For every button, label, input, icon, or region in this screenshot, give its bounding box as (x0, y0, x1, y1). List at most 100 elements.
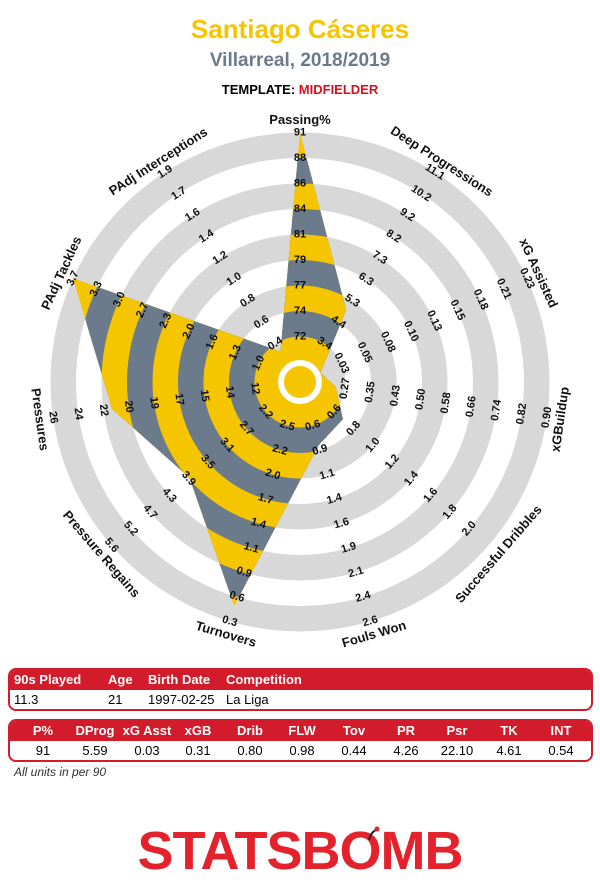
tick-label: 12 (248, 382, 262, 396)
tick-label: 2.6 (361, 613, 379, 629)
tick-label: 0.43 (388, 384, 403, 407)
info-header-competition: Competition (226, 672, 302, 687)
stats-header-tk: TK (500, 723, 518, 738)
tick-label: 3.7 (64, 269, 81, 288)
stats-value-psr: 22.10 (440, 743, 474, 758)
stats-header-p: P% (32, 723, 54, 738)
tick-label: 2.0 (180, 322, 197, 341)
tick-label: 72 (294, 331, 306, 343)
tick-label: 81 (294, 229, 306, 241)
stats-header-flw: FLW (288, 723, 316, 738)
tick-label: 74 (294, 305, 307, 317)
tick-label: 0.3 (221, 613, 239, 629)
tick-label: 2.1 (347, 565, 365, 581)
tick-label: 0.50 (413, 388, 428, 411)
stats-value-pr: 4.26 (393, 743, 419, 758)
axis-label: Passing% (269, 112, 331, 127)
stats-value-xg-asst: 0.03 (134, 743, 160, 758)
info-table-row: 11.3 21 1997-02-25 La Liga (10, 690, 591, 709)
info-header-birth-date: Birth Date (148, 672, 211, 687)
info-value-age: 21 (108, 692, 123, 707)
tick-label: 1.3 (227, 343, 244, 362)
tick-label: 26 (46, 411, 60, 425)
tick-label: 0.90 (539, 406, 554, 429)
template-line: TEMPLATE: MIDFIELDER (0, 82, 600, 97)
stats-header-dprog: DProg (75, 723, 115, 738)
radar-chart: 7274777981848688913.44.45.36.37.38.29.21… (28, 112, 572, 650)
player-name: Santiago Cáseres (190, 14, 410, 44)
tick-label: 2.0 (264, 467, 282, 483)
tick-label: 1.4 (249, 516, 268, 532)
stats-table-row: 91 5.59 0.03 0.31 0.80 0.98 0.44 4.26 22… (10, 741, 591, 760)
team-season: Villarreal, 2018/2019 (209, 50, 391, 71)
stats-value-int: 0.54 (548, 743, 574, 758)
tick-label: 1.6 (333, 516, 351, 532)
tick-label: 1.1 (318, 467, 336, 483)
radar-center (284, 366, 316, 398)
tick-label: 1.0 (250, 354, 267, 373)
stats-value-tov: 0.44 (341, 743, 367, 758)
tick-label: 22 (97, 403, 111, 417)
stats-header-int: INT (550, 723, 572, 738)
template-value: MIDFIELDER (298, 82, 379, 97)
tick-label: 19 (147, 396, 161, 410)
tick-label: 3.0 (111, 290, 128, 309)
info-header-90s: 90s Played (14, 672, 82, 687)
tick-label: 0.27 (338, 377, 353, 400)
tick-label: 14 (223, 385, 237, 400)
stats-header-xg-asst: xG Asst (122, 723, 172, 738)
tick-label: 0.82 (514, 402, 529, 425)
tick-label: 0.58 (439, 392, 454, 415)
tick-label: 1.9 (340, 540, 358, 556)
tick-label: 2.7 (134, 301, 151, 320)
tick-label: 91 (294, 127, 306, 139)
stats-table: P% DProg xG Asst xGB Drib FLW Tov PR Psr… (8, 719, 593, 762)
tick-label: 0.9 (311, 442, 329, 458)
stats-value-p: 91 (35, 743, 51, 758)
stats-header-psr: Psr (446, 723, 468, 738)
stats-header-drib: Drib (237, 723, 263, 738)
tick-label: 17 (172, 392, 186, 406)
axis-label: xGBuildup (548, 386, 572, 453)
tick-label: 1.1 (242, 540, 260, 556)
tick-label: 2.4 (354, 589, 373, 605)
stats-value-xgb: 0.31 (185, 743, 211, 758)
info-value-90s: 11.3 (14, 692, 39, 707)
tick-label: 2.2 (271, 442, 289, 458)
tick-label: 20 (122, 400, 136, 414)
stats-header-pr: PR (396, 723, 416, 738)
bomb-icon (368, 826, 380, 841)
tick-label: 88 (294, 152, 306, 164)
stats-header-xgb: xGB (184, 723, 212, 738)
info-table-header: 90s Played Age Birth Date Competition (10, 670, 591, 690)
tick-label: 15 (198, 389, 212, 403)
tick-label: 0.74 (489, 398, 504, 422)
stats-value-flw: 0.98 (289, 743, 315, 758)
tick-label: 86 (294, 178, 306, 190)
tick-label: 0.66 (464, 395, 479, 418)
stats-value-drib: 0.80 (237, 743, 263, 758)
units-footnote: All units in per 90 (14, 765, 107, 779)
tick-label: 3.3 (88, 279, 105, 298)
tick-label: 1.7 (257, 491, 275, 507)
stats-header-tov: Tov (342, 723, 366, 738)
tick-label: 1.6 (204, 332, 221, 351)
tick-label: 0.6 (228, 589, 246, 605)
stats-value-dprog: 5.59 (82, 743, 108, 758)
info-value-competition: La Liga (226, 692, 269, 707)
tick-label: 24 (71, 407, 85, 422)
template-label: TEMPLATE: (221, 82, 296, 97)
stats-value-tk: 4.61 (496, 743, 522, 758)
tick-label: 0.6 (304, 418, 322, 434)
tick-label: 79 (294, 254, 306, 266)
statsbomb-logo: STATSBOMB (0, 820, 600, 882)
stats-table-header: P% DProg xG Asst xGB Drib FLW Tov PR Psr… (10, 721, 591, 741)
tick-label: 77 (294, 280, 306, 292)
tick-label: 1.4 (325, 491, 344, 507)
tick-label: 0.9 (235, 565, 253, 581)
tick-label: 2.3 (157, 311, 174, 330)
tick-label: 2.5 (278, 418, 296, 434)
logo-text: STATSBOMB (137, 821, 464, 881)
info-table: 90s Played Age Birth Date Competition 11… (8, 668, 593, 711)
info-value-birth-date: 1997-02-25 (148, 692, 215, 707)
